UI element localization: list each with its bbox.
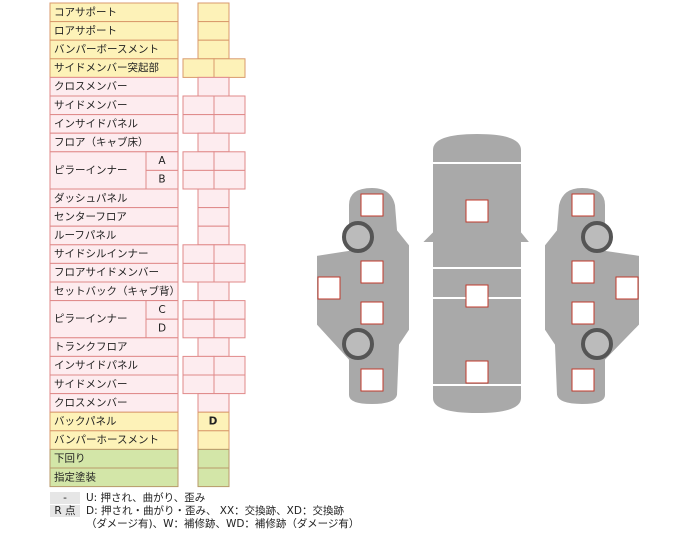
- row-label: フロアサイドメンバー: [54, 267, 159, 279]
- check-cell: [197, 430, 230, 450]
- legend-text: （ダメージ有)、W：補修跡、WD：補修跡（ダメージ有）: [86, 517, 359, 530]
- cell-mark: D: [209, 416, 218, 428]
- check-cell: [197, 467, 230, 488]
- check-cell: [182, 244, 215, 264]
- row-label: サイドメンバー: [54, 378, 128, 390]
- legend-text: D: 押され・曲がり・歪み、 XX：交換跡、XD：交換跡: [86, 504, 344, 517]
- check-cell: [182, 318, 215, 339]
- check-cell: [197, 39, 230, 60]
- check-cell: [197, 393, 230, 413]
- check-cell: [213, 244, 246, 264]
- row-label: サイドメンバー: [54, 99, 128, 111]
- row-label: ピラーインナー: [54, 164, 128, 176]
- check-cell: [197, 76, 230, 97]
- check-cell: [213, 300, 246, 320]
- check-cell: [213, 318, 246, 339]
- check-cell: [197, 207, 230, 227]
- sub-label: C: [158, 304, 165, 316]
- legend-key: R 点: [54, 505, 75, 517]
- sub-label: B: [158, 174, 165, 186]
- check-cell: [182, 114, 215, 134]
- check-cell: [213, 58, 246, 78]
- legend-text: U: 押され、曲がり、歪み: [86, 491, 205, 504]
- row-label: 下回り: [54, 453, 86, 465]
- row-label: インサイドパネル: [54, 360, 138, 372]
- check-cell: [182, 374, 215, 395]
- check-cell: [197, 132, 230, 153]
- row-label: フロア（キャブ床）: [54, 136, 149, 149]
- row-label: クロスメンバー: [54, 397, 128, 409]
- row-label: クロスメンバー: [54, 81, 128, 93]
- check-cell: [182, 151, 215, 171]
- row-label: バックパネル: [54, 416, 116, 428]
- check-cell: [197, 225, 230, 246]
- check-cell: [197, 281, 230, 302]
- row-label: バンパーボースメント: [54, 44, 159, 56]
- legend-key-box: [50, 492, 80, 504]
- legend-key-box: [50, 505, 80, 517]
- legend-key: -: [63, 492, 67, 504]
- row-label: インサイドパネル: [54, 118, 138, 130]
- check-cell: [197, 2, 230, 23]
- check-cell: [213, 374, 246, 395]
- row-label: センターフロア: [54, 211, 127, 223]
- check-cell: [213, 151, 246, 171]
- check-cell: [197, 21, 230, 41]
- row-label: ピラーインナー: [54, 313, 128, 325]
- row-label: サイドシルインナー: [54, 248, 149, 260]
- row-label-cell: [49, 467, 179, 488]
- check-cell: [197, 188, 230, 209]
- row-label: セットバック（キャブ背）: [54, 284, 180, 297]
- row-label: ロアサポート: [54, 25, 117, 37]
- row-label: ダッシュパネル: [54, 191, 128, 204]
- check-cell: [213, 114, 246, 134]
- check-cell: [182, 58, 215, 78]
- check-cell: [213, 95, 246, 116]
- car-diagram: [315, 131, 641, 416]
- check-cell: [197, 448, 230, 469]
- check-cell: [182, 262, 215, 283]
- row-label: コアサポート: [54, 6, 117, 18]
- check-cell: [182, 355, 215, 376]
- check-cell: [182, 300, 215, 320]
- row-label: 指定塗装: [54, 470, 96, 483]
- check-cell: [182, 169, 215, 190]
- check-cell: [213, 355, 246, 376]
- check-cell: [182, 95, 215, 116]
- check-cell: [213, 169, 246, 190]
- sub-label: A: [158, 155, 166, 167]
- row-label: トランクフロア: [54, 341, 128, 353]
- check-cell: [197, 337, 230, 357]
- row-label: ルーフパネル: [54, 230, 116, 242]
- row-label: サイドメンバー突起部: [54, 61, 159, 74]
- sub-label: D: [158, 323, 166, 335]
- check-cell: [213, 262, 246, 283]
- row-label: バンパーホースメント: [54, 434, 159, 446]
